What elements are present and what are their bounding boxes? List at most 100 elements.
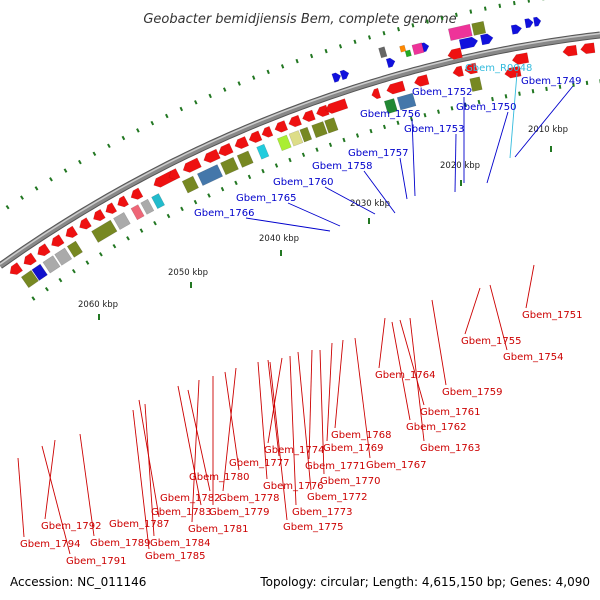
gene-reverse [105,202,118,214]
tick-mark [369,128,373,134]
kbp-tick-label: 2030 kbp [350,199,390,209]
gene-reverse [302,109,316,123]
gene-label-bottom: Gbem_1763 [420,443,480,454]
tick-mark [585,80,589,86]
leader-line [454,133,457,193]
gene-label-bottom: Gbem_1783 [151,507,211,518]
tick-mark [180,206,184,212]
leader-line [411,118,416,197]
kbp-tick [368,218,370,224]
tick-mark [396,120,400,126]
gene-label-bottom: Gbem_1787 [109,519,169,530]
gene-forward [385,57,396,69]
leader-line [132,409,150,550]
tick-mark [165,113,169,119]
tick-mark [207,193,211,198]
gene-label-bottom: Gbem_1771 [305,461,365,472]
gene-forward [510,24,523,35]
tick-mark [193,199,198,205]
leader-line [222,367,237,492]
tick-mark [99,252,103,257]
gene-label-bottom: Gbem_1792 [41,521,101,532]
tick-mark [310,53,314,59]
gene-label-bottom: Gbem_1759 [442,387,502,398]
gene-label-bottom: Gbem_1755 [461,336,521,347]
leader-line [509,72,518,159]
backbone-highlight [0,32,600,265]
tick-mark [222,87,227,92]
tick-mark [139,228,144,233]
tick-mark [315,147,319,152]
leader-line [257,361,268,480]
tick-mark [355,133,360,138]
accession-text: Accession: NC_011146 [10,575,146,589]
gene-reverse [37,243,51,257]
tick-mark [44,286,49,292]
gene-label-bottom: Gbem_1775 [283,522,343,533]
tick-mark [498,3,502,8]
leader-line [464,287,481,335]
tick-mark [20,195,24,200]
gene-block [311,121,328,139]
tick-mark [301,152,306,158]
gene-label-bottom: Gbem_1764 [375,370,435,381]
leader-line [378,317,386,369]
tick-mark [527,0,531,3]
gene-block [447,23,473,41]
tick-mark [531,89,535,94]
gene-label-bottom: Gbem_1754 [503,352,563,363]
gene-reverse [234,136,250,150]
leader-line [354,337,371,459]
feature-tracks [9,16,596,289]
tick-mark [367,35,372,40]
gene-reverse [23,252,37,266]
gene-reverse [168,168,181,180]
leader-line [79,433,95,537]
gene-reverse [413,74,430,87]
gene-block [181,175,199,194]
gene-label-bottom: Gbem_1791 [66,556,126,567]
kbp-tick-label: 2060 kbp [78,300,118,310]
leader-line [363,170,396,214]
genome-summary: Topology: circular; Length: 4,615,150 bp… [259,575,590,589]
gene-block [220,156,239,176]
tick-mark [411,23,415,28]
gene-label-bottom: Gbem_1782 [160,493,220,504]
leader-line [41,445,71,555]
genome-backbone [0,31,600,269]
tick-mark [423,113,427,118]
gene-block [113,212,131,230]
gene-label-top: Gbem_1758 [312,161,372,172]
gene-block [469,76,483,92]
gene-label-top: Gbem_1752 [412,87,472,98]
leader-line [191,379,200,523]
tick-mark [150,120,155,126]
tick-mark [342,137,346,143]
tick-mark [338,44,343,49]
gene-block [42,255,61,274]
tick-mark [545,86,548,92]
tick-mark [85,260,90,265]
tick-mark [194,100,198,105]
gene-label-top: Gbem_1753 [404,124,464,135]
gene-block [20,269,39,289]
gene-forward [533,16,542,27]
gene-forward [331,72,342,83]
gene-label-bottom: Gbem_1780 [189,472,249,483]
gene-reverse [511,52,530,65]
gene-reverse [79,217,92,230]
tick-mark [382,124,387,130]
gene-label-bottom: Gbem_1762 [406,422,466,433]
tick-mark [252,75,256,80]
tick-mark [274,163,279,168]
leader-line [399,157,408,200]
gene-reverse [218,142,234,157]
gene-label-bottom: Gbem_1767 [366,460,426,471]
tick-mark [382,31,386,36]
label-leader-lines [17,72,574,555]
tick-mark [153,220,157,226]
leader-line [319,349,325,475]
tick-mark [397,27,400,32]
tick-mark [112,243,117,249]
gene-block [299,126,313,143]
